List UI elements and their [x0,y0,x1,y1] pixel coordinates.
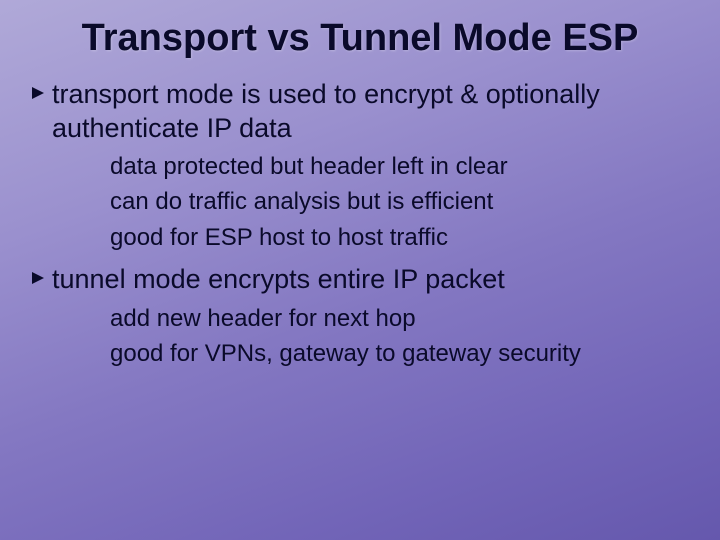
bullet-l1: tunnel mode encrypts entire IP packet [30,263,690,297]
arrow-icon [30,85,52,101]
l2-text: good for VPNs, gateway to gateway securi… [110,338,581,369]
bullet-l1: transport mode is used to encrypt & opti… [30,78,690,146]
bullet-l2: good for ESP host to host traffic [90,222,690,253]
section-0: transport mode is used to encrypt & opti… [30,78,690,253]
section-1: tunnel mode encrypts entire IP packet ad… [30,263,690,369]
l2-text: good for ESP host to host traffic [110,222,448,253]
l1-text: transport mode is used to encrypt & opti… [52,78,690,146]
slide-title: Transport vs Tunnel Mode ESP [30,18,690,60]
l1-text: tunnel mode encrypts entire IP packet [52,263,505,297]
bullet-l2: data protected but header left in clear [90,151,690,182]
slide: Transport vs Tunnel Mode ESP transport m… [0,0,720,540]
l2-text: can do traffic analysis but is efficient [110,186,493,217]
bullet-l2: add new header for next hop [90,303,690,334]
arrow-icon [30,270,52,286]
l2-text: add new header for next hop [110,303,416,334]
l2-text: data protected but header left in clear [110,151,508,182]
bullet-l2: can do traffic analysis but is efficient [90,186,690,217]
bullet-l2: good for VPNs, gateway to gateway securi… [90,338,690,369]
